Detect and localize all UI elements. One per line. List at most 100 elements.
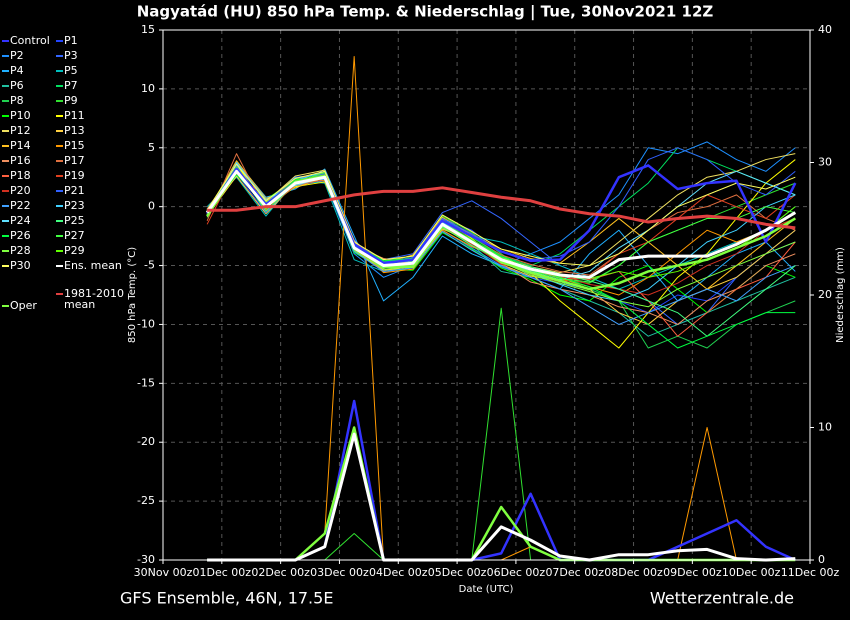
legend-label: P13 bbox=[64, 124, 85, 137]
x-tick-label: 09Dec 00z bbox=[663, 566, 722, 579]
x-tick-label: 30Nov 00z bbox=[134, 566, 193, 579]
legend-swatch bbox=[56, 70, 63, 72]
y-tick-label: 0 bbox=[148, 200, 155, 213]
temperature-line bbox=[205, 169, 797, 279]
y2-tick-label: 20 bbox=[818, 288, 832, 301]
x-tick-label: 10Dec 00z bbox=[722, 566, 781, 579]
legend-swatch bbox=[2, 115, 9, 117]
y-tick-label: -20 bbox=[137, 435, 155, 448]
legend-swatch bbox=[56, 160, 63, 162]
legend-label: P4 bbox=[10, 64, 24, 77]
legend-swatch bbox=[56, 220, 63, 222]
y-tick-label: -25 bbox=[137, 494, 155, 507]
legend-swatch bbox=[56, 115, 63, 117]
y-tick-label: -5 bbox=[144, 259, 155, 272]
y-tick-label: 10 bbox=[141, 82, 155, 95]
legend-label: P1 bbox=[64, 34, 78, 47]
legend-label: P26 bbox=[10, 229, 31, 242]
temperature-line bbox=[206, 170, 796, 302]
legend-swatch bbox=[2, 160, 9, 162]
legend-swatch bbox=[2, 265, 9, 267]
x-tick-label: 11Dec 00z bbox=[781, 566, 840, 579]
legend-swatch bbox=[56, 205, 63, 207]
precipitation-line bbox=[207, 399, 796, 562]
x-tick-label: 07Dec 00z bbox=[545, 566, 604, 579]
legend-swatch bbox=[2, 190, 9, 192]
legend-label: P27 bbox=[64, 229, 85, 242]
legend-label: P28 bbox=[10, 244, 31, 257]
legend-swatch bbox=[56, 175, 63, 177]
y2-tick-label: 40 bbox=[818, 23, 832, 36]
legend-label: P8 bbox=[10, 94, 24, 107]
legend-label: P10 bbox=[10, 109, 31, 122]
y2-tick-label: 10 bbox=[818, 421, 832, 434]
legend-label: P21 bbox=[64, 184, 85, 197]
legend-swatch bbox=[2, 305, 9, 307]
legend-label: P14 bbox=[10, 139, 31, 152]
legend-label: P11 bbox=[64, 109, 85, 122]
legend-swatch bbox=[56, 250, 63, 252]
x-tick-label: 05Dec 00z bbox=[428, 566, 487, 579]
legend-swatch bbox=[56, 293, 63, 295]
temperature-line bbox=[207, 186, 796, 230]
temperature-line bbox=[206, 170, 796, 296]
legend-label: P15 bbox=[64, 139, 85, 152]
legend-swatch bbox=[56, 265, 63, 267]
legend-label: P23 bbox=[64, 199, 85, 212]
legend-label: P7 bbox=[64, 79, 78, 92]
legend-label: Oper bbox=[10, 299, 37, 312]
precipitation-line bbox=[207, 426, 796, 562]
plot-frame bbox=[162, 29, 811, 561]
y2-axis-label: Niederschlag (mm) bbox=[835, 247, 846, 343]
x-tick-label: 01Dec 00z bbox=[193, 566, 252, 579]
legend-swatch bbox=[56, 145, 63, 147]
legend-label: P30 bbox=[10, 259, 31, 272]
legend-label: Ens. mean bbox=[64, 259, 122, 272]
chart-title: Nagyatád (HU) 850 hPa Temp. & Niederschl… bbox=[137, 3, 714, 22]
temperature-line bbox=[206, 174, 796, 314]
legend-swatch bbox=[56, 235, 63, 237]
legend-swatch bbox=[56, 100, 63, 102]
legend-label: P22 bbox=[10, 199, 31, 212]
precipitation-line bbox=[207, 307, 796, 561]
legend-label: 1981-2010 mean bbox=[64, 287, 124, 311]
x-tick-label: 08Dec 00z bbox=[604, 566, 663, 579]
legend-swatch bbox=[2, 130, 9, 132]
x-tick-label: 06Dec 00z bbox=[487, 566, 546, 579]
legend-swatch bbox=[2, 205, 9, 207]
legend-swatch bbox=[2, 70, 9, 72]
y2-tick-label: 30 bbox=[818, 156, 832, 169]
legend-swatch bbox=[56, 85, 63, 87]
legend-swatch bbox=[56, 190, 63, 192]
temperature-line bbox=[206, 147, 796, 263]
y-tick-label: -30 bbox=[137, 553, 155, 566]
legend-swatch bbox=[2, 220, 9, 222]
legend-swatch bbox=[2, 145, 9, 147]
footer-site: Wetterzentrale.de bbox=[650, 589, 794, 608]
temperature-line bbox=[206, 176, 796, 290]
legend-swatch bbox=[2, 55, 9, 57]
y-tick-label: -15 bbox=[137, 376, 155, 389]
legend-label: Control bbox=[10, 34, 50, 47]
temperature-line bbox=[206, 153, 796, 276]
legend-swatch bbox=[2, 175, 9, 177]
legend-label: P29 bbox=[64, 244, 85, 257]
legend-swatch bbox=[2, 235, 9, 237]
x-axis-label: Date (UTC) bbox=[459, 584, 514, 595]
footer-source: GFS Ensemble, 46N, 17.5E bbox=[120, 589, 333, 608]
precipitation-line bbox=[207, 432, 796, 562]
x-tick-label: 03Dec 00z bbox=[310, 566, 369, 579]
x-tick-label: 04Dec 00z bbox=[369, 566, 428, 579]
legend-swatch bbox=[2, 40, 9, 42]
legend-label: P20 bbox=[10, 184, 31, 197]
legend-swatch bbox=[2, 250, 9, 252]
legend-label: P17 bbox=[64, 154, 85, 167]
legend-label: P12 bbox=[10, 124, 31, 137]
plot-area bbox=[205, 56, 797, 562]
legend-label: P25 bbox=[64, 214, 85, 227]
legend-label: P3 bbox=[64, 49, 78, 62]
legend-label: P19 bbox=[64, 169, 85, 182]
legend-label: P5 bbox=[64, 64, 78, 77]
legend-swatch bbox=[56, 130, 63, 132]
